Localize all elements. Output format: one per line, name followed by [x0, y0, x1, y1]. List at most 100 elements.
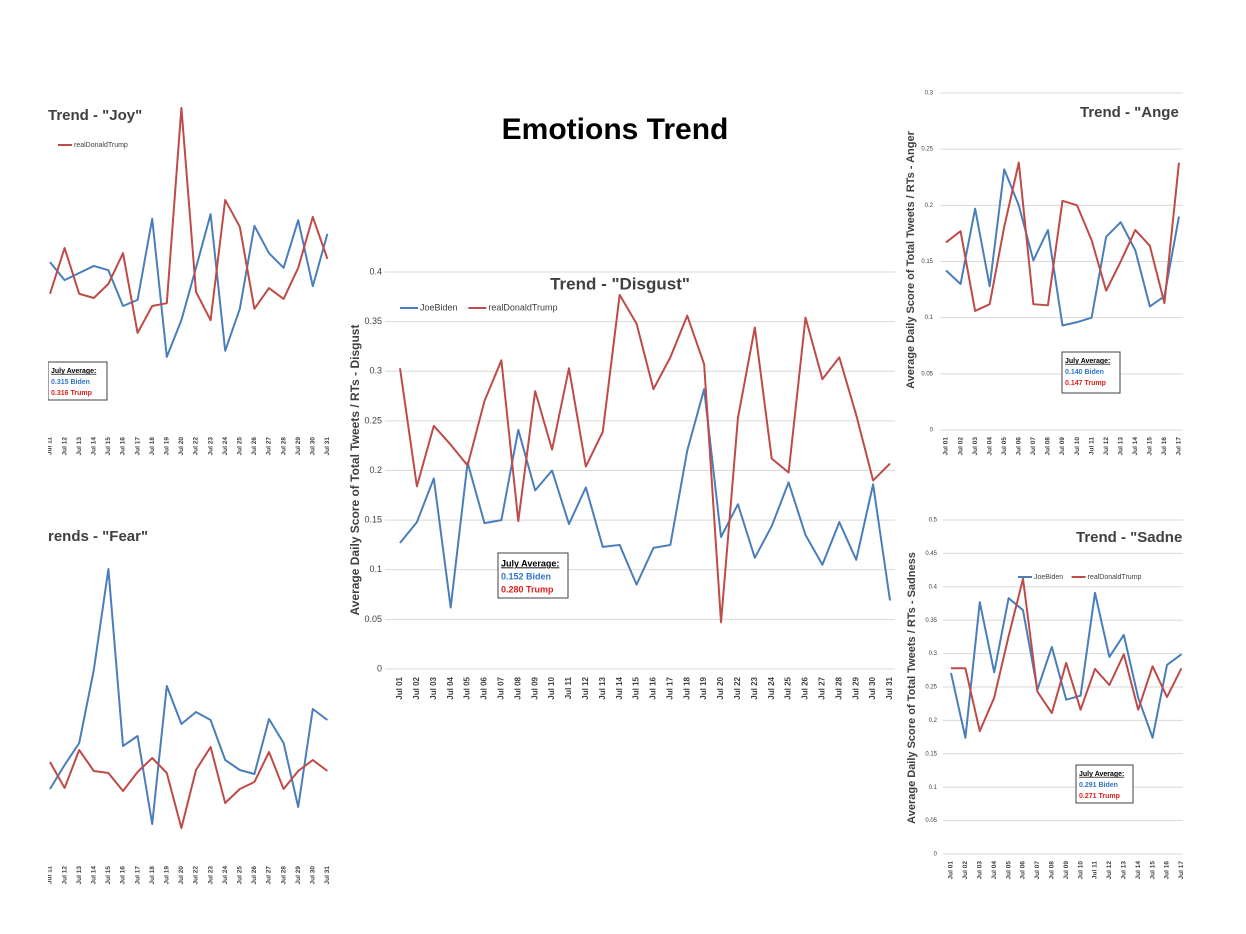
series-line: [49, 213, 329, 358]
x-tick-label: Jul 15: [632, 676, 641, 699]
legend-label: realDonaldTrump: [488, 302, 557, 312]
x-tick-label: Jul 17: [1176, 437, 1183, 456]
x-tick-label: Jul 09: [530, 676, 539, 699]
x-tick-label: Jul 16: [1161, 437, 1168, 456]
x-tick-label: Jul 17: [134, 866, 141, 885]
chart-title: Trend - "Sadne: [1076, 529, 1182, 546]
x-tick-label: Jul 19: [164, 437, 171, 456]
y-axis-label: Average Daily Score of Total Tweets / RT…: [906, 552, 918, 824]
average-line: 0.280 Trump: [501, 584, 554, 594]
x-tick-label: Jul 03: [972, 437, 979, 456]
chart-title: Trend - "Ange: [1080, 104, 1179, 121]
x-tick-label: Jul 17: [1178, 861, 1185, 880]
series-line: [49, 107, 329, 334]
series-line: [950, 591, 1182, 739]
x-tick-label: Jul 11: [1088, 437, 1095, 455]
x-tick-label: Jul 29: [295, 866, 302, 885]
y-tick-label: 0: [930, 428, 934, 434]
x-tick-label: Jul 28: [280, 437, 287, 456]
legend-label: JoeBiden: [420, 302, 458, 312]
average-line: 0.140 Biden: [1065, 369, 1104, 376]
x-tick-label: Jul 09: [1059, 437, 1066, 456]
chart: 0 0.05 0.1 0.15 0.2 0.25 0.3 0.35 0.4 Jul 01 Jul 0…: [348, 266, 895, 700]
x-tick-label: Jul 13: [598, 676, 607, 699]
y-tick-label: 0.2: [925, 203, 934, 209]
x-tick-label: Jul 02: [957, 437, 964, 456]
x-tick-label: Jul 16: [649, 676, 658, 699]
x-tick-label: Jul 24: [222, 437, 229, 456]
y-tick-label: 0.4: [929, 584, 938, 590]
legend-label: JoeBiden: [1034, 574, 1063, 581]
y-tick-label: 0.1: [929, 785, 938, 791]
chart: 0 0.05 0.1 0.15 0.2 0.25 0.3 Jul 01 Jul 02 Jul 03…: [905, 91, 1183, 456]
chart-title: Trend - "Disgust": [550, 274, 690, 293]
y-tick-label: 0.2: [929, 718, 938, 724]
x-tick-label: Jul 22: [733, 676, 742, 699]
x-tick-label: Jul 16: [120, 866, 127, 885]
chart: 0 0.05 0.1 0.15 0.2 0.25 0.3 0.35 0.4 0.45 0.5 Jul …: [906, 518, 1185, 880]
x-tick-label: Jul 07: [1034, 861, 1041, 880]
x-tick-label: Jul 09: [1063, 861, 1070, 880]
average-line: 0.315 Biden: [51, 379, 90, 386]
average-box: [48, 361, 108, 401]
x-tick-label: Jul 14: [615, 676, 624, 699]
x-tick-label: Jul 16: [1164, 861, 1171, 880]
x-tick-label: Jul 25: [784, 676, 793, 699]
x-tick-label: Jul 23: [207, 866, 214, 885]
x-tick-label: Jul 22: [193, 866, 200, 885]
x-tick-label: Jul 01: [948, 861, 955, 880]
x-tick-label: Jul 11: [1092, 861, 1099, 879]
x-tick-label: Jul 08: [1049, 861, 1056, 880]
x-tick-label: Jul 31: [324, 437, 331, 456]
x-tick-label: Jul 11: [564, 676, 573, 699]
y-tick-label: 0.3: [369, 366, 382, 376]
y-tick-label: 0.3: [925, 91, 934, 97]
x-tick-label: Jul 30: [310, 437, 317, 456]
x-tick-label: Jul 12: [581, 676, 590, 699]
y-tick-label: 0.1: [369, 564, 382, 574]
series-line: [399, 293, 891, 624]
x-tick-label: Jul 04: [446, 676, 455, 699]
x-tick-label: Jul 27: [266, 866, 273, 885]
y-tick-label: 0.3: [929, 651, 938, 657]
x-tick-label: Jul 11: [47, 437, 54, 455]
x-tick-label: Jul 20: [716, 676, 725, 699]
series-line: [945, 168, 1180, 327]
y-tick-label: 0.45: [925, 551, 937, 557]
x-tick-label: Jul 13: [1121, 861, 1128, 880]
y-tick-label: 0.15: [925, 751, 937, 757]
x-tick-label: Jul 23: [750, 676, 759, 699]
average-line: 0.271 Trump: [1079, 793, 1120, 800]
x-tick-label: Jul 13: [1117, 437, 1124, 456]
y-tick-label: 0.15: [364, 515, 382, 525]
x-tick-label: Jul 30: [868, 676, 877, 699]
series-line: [49, 746, 329, 829]
x-tick-label: Jul 10: [547, 676, 556, 699]
x-tick-label: Jul 03: [977, 861, 984, 880]
x-tick-label: Jul 25: [237, 437, 244, 456]
x-tick-label: Jul 12: [61, 437, 68, 456]
x-tick-label: Jul 07: [496, 676, 505, 699]
x-tick-label: Jul 13: [76, 437, 83, 456]
x-tick-label: Jul 24: [222, 866, 229, 885]
x-tick-label: Jul 27: [266, 437, 273, 456]
x-tick-label: Jul 04: [991, 861, 998, 880]
x-tick-label: Jul 19: [699, 676, 708, 699]
legend-label: realDonaldTrump: [1088, 574, 1142, 581]
y-tick-label: 0: [934, 852, 938, 858]
average-heading: July Average:: [1065, 358, 1110, 365]
y-axis-label: Average Daily Score of Total Tweets / RT…: [905, 130, 917, 388]
y-tick-label: 0.05: [364, 614, 382, 624]
x-tick-label: Jul 14: [1135, 861, 1142, 880]
x-tick-label: Jul 31: [324, 866, 331, 885]
x-tick-label: Jul 29: [295, 437, 302, 456]
series-line: [945, 161, 1180, 312]
x-tick-label: Jul 18: [149, 866, 156, 885]
average-line: 0.147 Trump: [1065, 380, 1106, 387]
x-tick-label: Jul 28: [280, 866, 287, 885]
y-tick-label: 0.25: [925, 685, 937, 691]
x-tick-label: Jul 13: [76, 866, 83, 885]
x-tick-label: Jul 17: [134, 437, 141, 456]
y-tick-label: 0.25: [364, 415, 382, 425]
chart: Jul 11 Jul 12 Jul 13 Jul 14 Jul 15 Jul 16 Jul …: [48, 528, 331, 885]
